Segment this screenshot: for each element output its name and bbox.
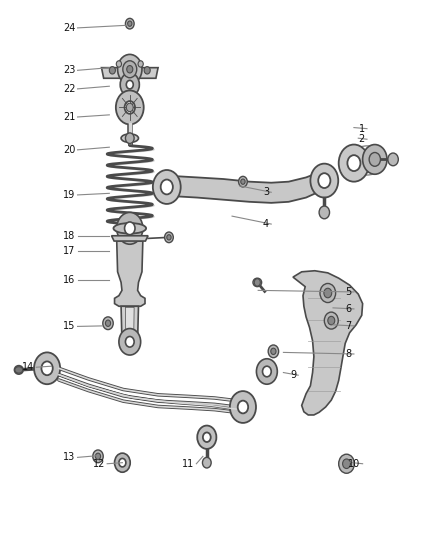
Circle shape: [271, 348, 276, 354]
Text: 7: 7: [346, 321, 352, 331]
Circle shape: [119, 328, 141, 355]
Polygon shape: [293, 271, 363, 415]
Circle shape: [34, 352, 60, 384]
Text: 6: 6: [346, 304, 352, 314]
Circle shape: [125, 133, 134, 143]
Text: 16: 16: [63, 274, 75, 285]
Circle shape: [119, 458, 126, 467]
Circle shape: [153, 170, 181, 204]
Text: 11: 11: [182, 459, 194, 469]
Circle shape: [239, 176, 247, 187]
Circle shape: [127, 66, 133, 73]
Text: 14: 14: [22, 362, 34, 372]
Circle shape: [161, 180, 173, 195]
Text: 17: 17: [63, 246, 75, 256]
Text: 22: 22: [63, 84, 75, 94]
Circle shape: [116, 61, 121, 67]
Circle shape: [268, 345, 279, 358]
Circle shape: [125, 18, 134, 29]
Text: 21: 21: [63, 112, 75, 122]
Circle shape: [324, 312, 338, 329]
Circle shape: [318, 173, 330, 188]
Text: 9: 9: [290, 370, 296, 380]
Circle shape: [124, 101, 135, 114]
Circle shape: [116, 91, 144, 124]
Circle shape: [93, 450, 103, 463]
Text: 1: 1: [359, 124, 365, 134]
Circle shape: [339, 144, 369, 182]
Text: 15: 15: [63, 321, 75, 332]
Circle shape: [339, 454, 354, 473]
Circle shape: [117, 213, 143, 244]
Polygon shape: [179, 171, 322, 203]
Circle shape: [241, 179, 245, 184]
Circle shape: [110, 67, 116, 74]
Ellipse shape: [121, 134, 138, 142]
Circle shape: [262, 366, 271, 377]
Circle shape: [328, 317, 335, 325]
Polygon shape: [112, 236, 148, 241]
Circle shape: [197, 425, 216, 449]
Circle shape: [117, 54, 142, 84]
Circle shape: [254, 279, 260, 286]
Text: 8: 8: [346, 349, 352, 359]
Text: 4: 4: [263, 219, 269, 229]
Circle shape: [203, 432, 211, 442]
Ellipse shape: [15, 367, 23, 373]
Circle shape: [202, 457, 211, 468]
Circle shape: [123, 61, 137, 78]
Text: 24: 24: [63, 23, 75, 33]
Circle shape: [126, 103, 133, 112]
Circle shape: [320, 284, 336, 303]
Circle shape: [106, 320, 111, 326]
Circle shape: [126, 80, 133, 89]
Ellipse shape: [113, 223, 146, 233]
Text: 18: 18: [63, 231, 75, 241]
Polygon shape: [121, 306, 138, 341]
Circle shape: [125, 336, 134, 347]
Circle shape: [103, 317, 113, 329]
Ellipse shape: [14, 366, 23, 374]
Text: 5: 5: [346, 287, 352, 297]
Circle shape: [138, 61, 143, 67]
Circle shape: [311, 164, 338, 198]
Circle shape: [347, 155, 360, 171]
Circle shape: [95, 453, 101, 459]
Ellipse shape: [253, 278, 261, 287]
Circle shape: [124, 222, 135, 235]
Circle shape: [256, 359, 277, 384]
Text: 19: 19: [63, 190, 75, 200]
Circle shape: [120, 73, 139, 96]
Circle shape: [238, 401, 248, 414]
Circle shape: [144, 67, 150, 74]
Text: 12: 12: [92, 459, 105, 469]
Circle shape: [115, 453, 130, 472]
Polygon shape: [125, 308, 134, 340]
Circle shape: [369, 152, 381, 166]
Text: 2: 2: [359, 134, 365, 144]
Circle shape: [167, 235, 171, 240]
Circle shape: [343, 459, 350, 469]
Circle shape: [324, 288, 332, 298]
Circle shape: [319, 206, 329, 219]
Text: 3: 3: [263, 187, 269, 197]
Text: 20: 20: [63, 145, 75, 155]
Circle shape: [388, 153, 398, 166]
Circle shape: [42, 361, 53, 375]
Circle shape: [230, 391, 256, 423]
Polygon shape: [115, 241, 145, 306]
Circle shape: [165, 232, 173, 243]
Text: 10: 10: [348, 459, 360, 469]
Circle shape: [363, 144, 387, 174]
Text: 23: 23: [63, 66, 75, 75]
Text: 13: 13: [63, 453, 75, 463]
Circle shape: [127, 21, 132, 26]
Polygon shape: [102, 68, 158, 78]
